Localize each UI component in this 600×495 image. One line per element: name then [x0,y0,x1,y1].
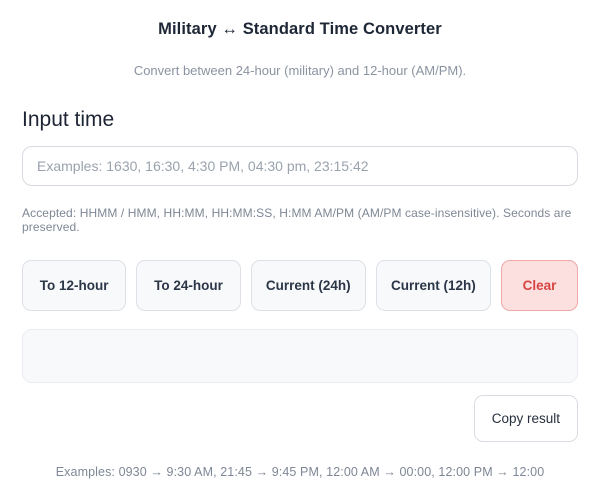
action-button-row: To 12-hour To 24-hour Current (24h) Curr… [22,260,578,311]
page-subtitle: Convert between 24-hour (military) and 1… [133,63,467,78]
clear-button[interactable]: Clear [501,260,578,311]
converter-app: Military ↔ Standard Time Converter Conve… [0,20,600,479]
input-time-heading: Input time [22,108,115,131]
footer-examples: Examples: 0930 → 9:30 AM, 21:45 → 9:45 P… [55,465,545,479]
time-input[interactable] [22,146,578,186]
accepted-formats-help: Accepted: HHMM / HMM, HH:MM, HH:MM:SS, H… [22,206,572,234]
page-title: Military ↔ Standard Time Converter [158,20,442,38]
copy-row: Copy result [22,395,578,442]
current-24h-button[interactable]: Current (24h) [250,260,366,311]
result-output [22,329,578,383]
to-12-hour-button[interactable]: To 12-hour [22,260,127,311]
current-12h-button[interactable]: Current (12h) [375,260,491,311]
to-24-hour-button[interactable]: To 24-hour [136,260,241,311]
copy-result-button[interactable]: Copy result [473,395,578,442]
